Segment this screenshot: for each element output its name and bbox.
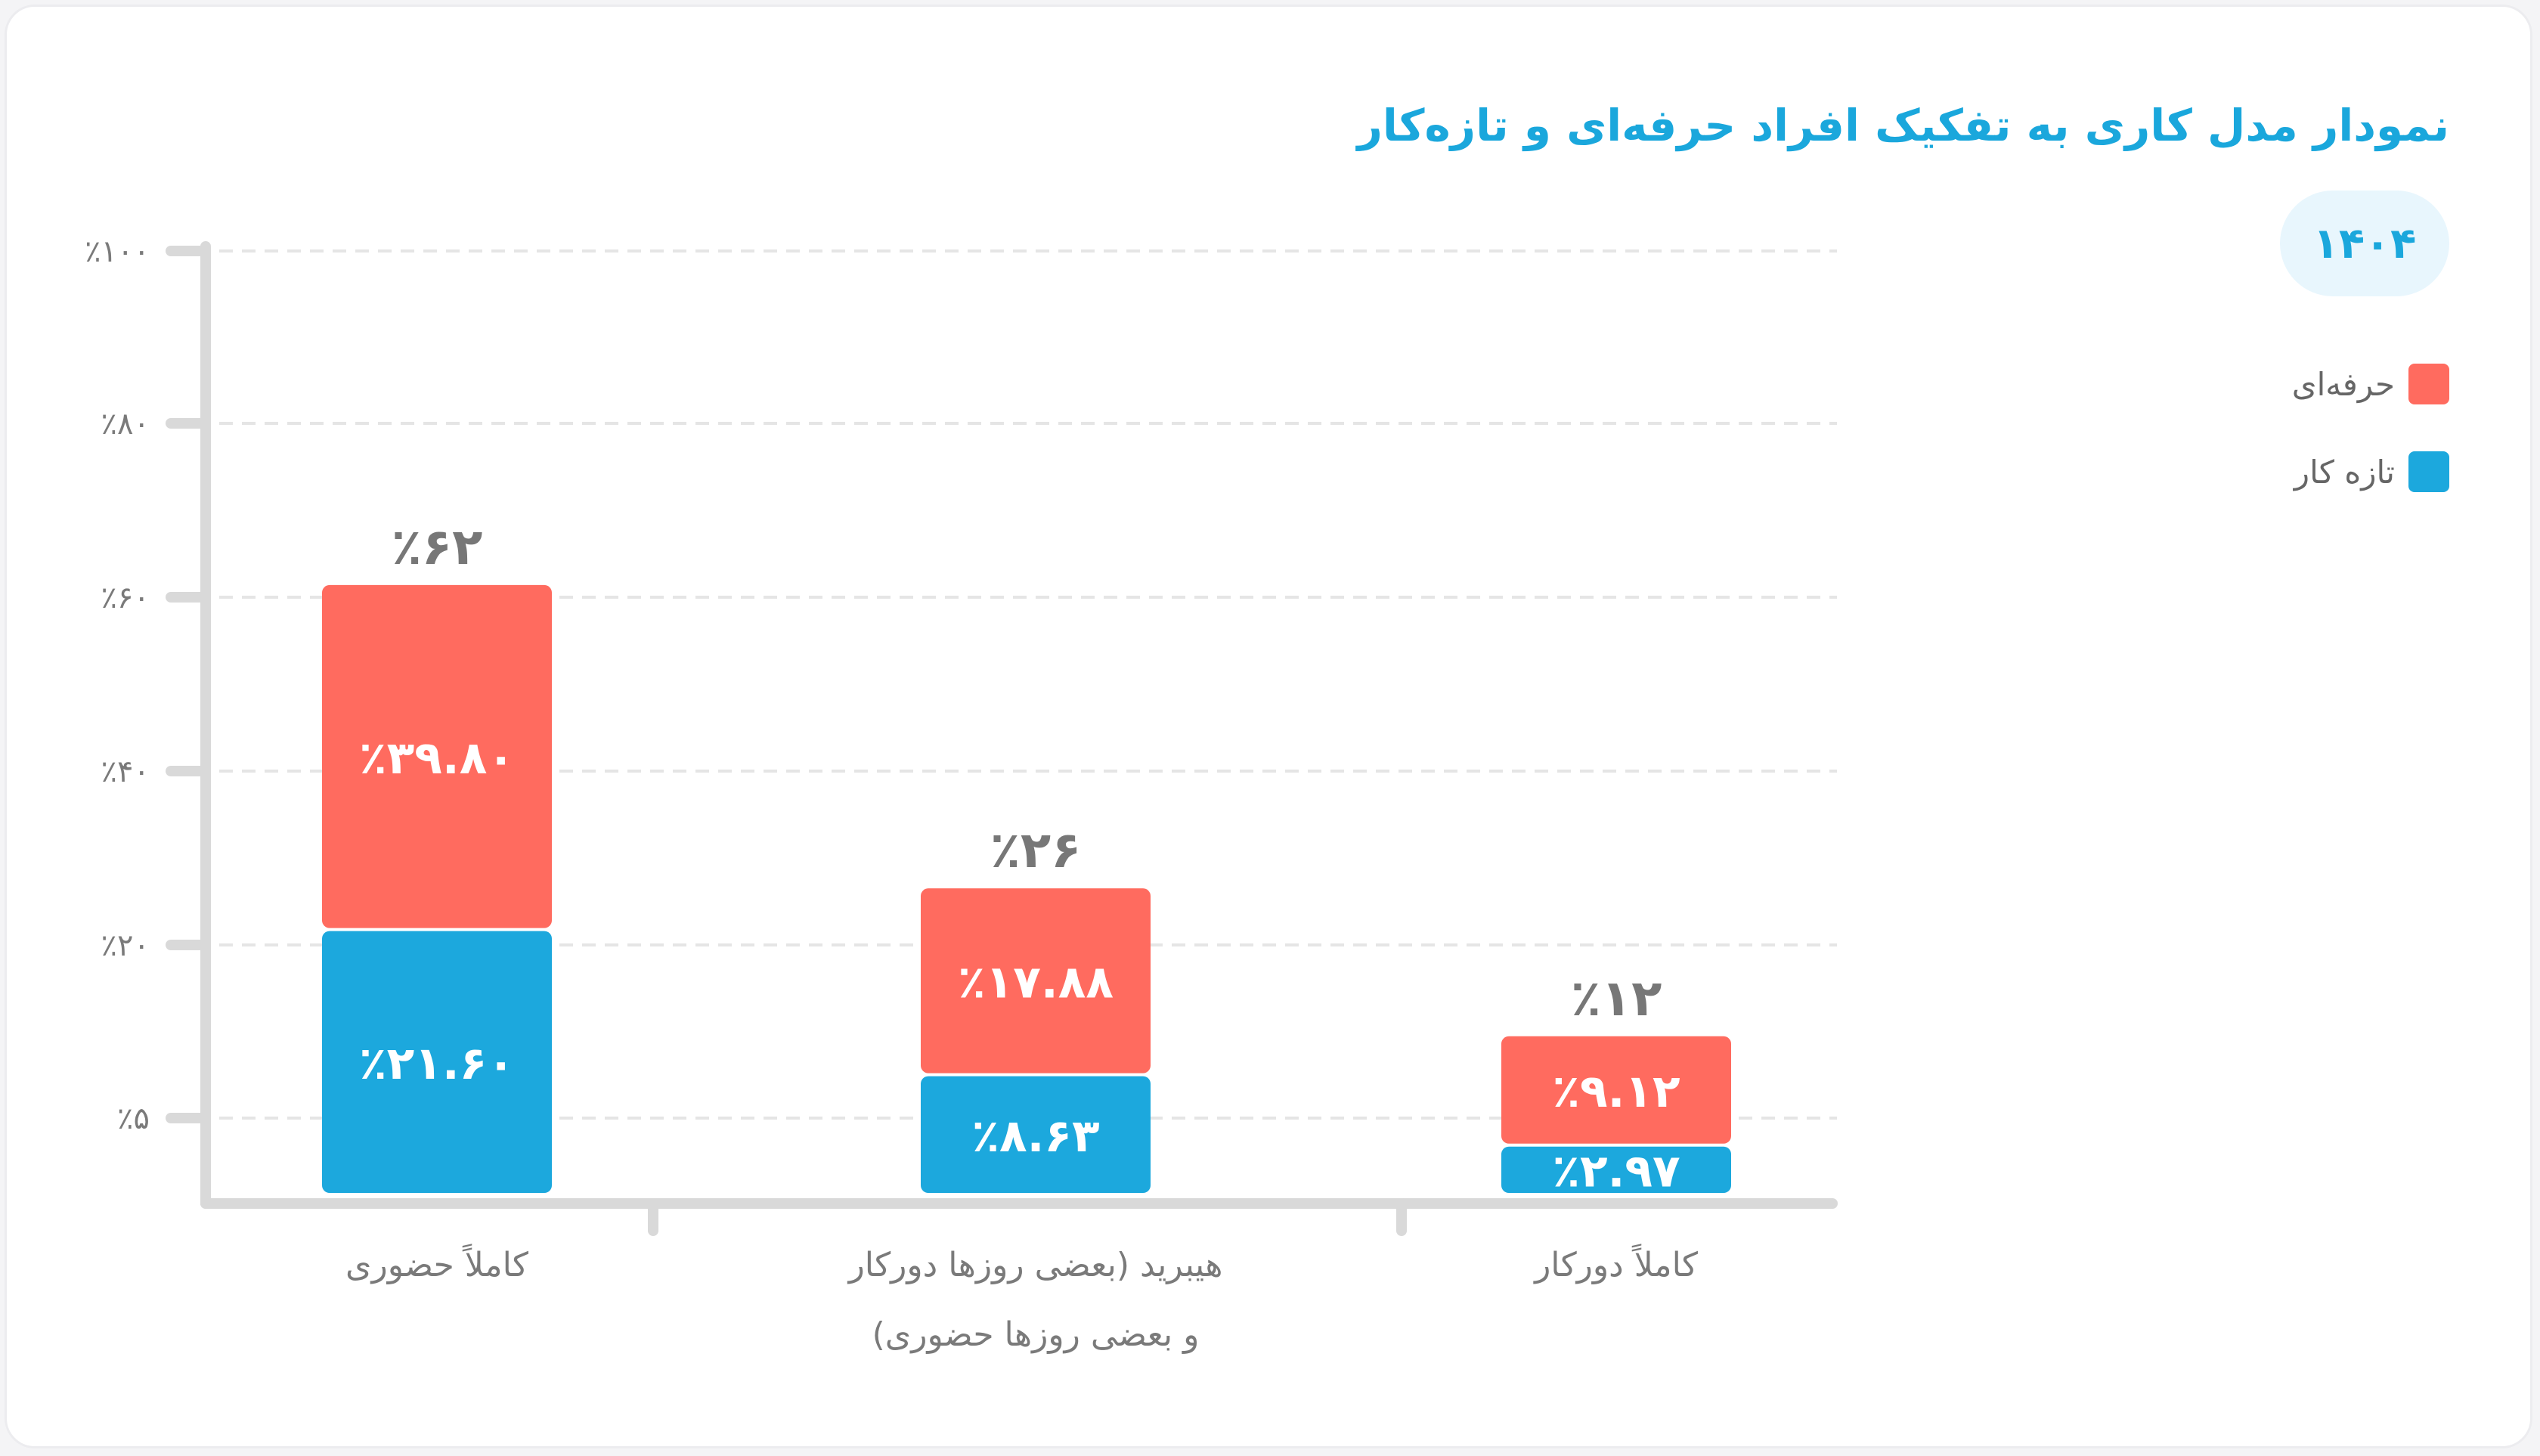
year-label: ۱۴۰۴ [2312, 218, 2417, 268]
bar-value-label: ٪۲۱.۶۰ [359, 1037, 515, 1090]
bar-value-label: ٪۹.۱۲ [1552, 1065, 1680, 1118]
x-category-label: و بعضی روزها حضوری) [872, 1315, 1200, 1354]
x-category-label: هیبرید (بعضی روزها دورکار [847, 1246, 1223, 1284]
bar-segment-newcomer [921, 1076, 1151, 1193]
bar-segment-newcomer [1501, 1146, 1731, 1193]
x-category-label: کاملاً دورکار [1533, 1244, 1698, 1284]
legend-label-professional: حرفه‌ای [2291, 365, 2395, 403]
bar-value-label: ٪۱۷.۸۸ [958, 956, 1114, 1008]
legend-swatch-newcomer [2408, 451, 2449, 492]
legend-label-newcomer: تازه کار [2294, 453, 2395, 491]
y-tick-label: ٪۶۰ [101, 581, 150, 615]
y-tick-label: ٪۲۰ [101, 928, 150, 963]
x-category-label: کاملاً حضوری [345, 1244, 528, 1284]
legend-item-professional: حرفه‌ای [2292, 361, 2449, 407]
bar-value-label: ٪۳۹.۸۰ [359, 732, 515, 785]
bar-value-label: ٪۲.۹۷ [1552, 1145, 1680, 1197]
y-tick-label: ٪۱۰۰ [85, 234, 150, 269]
bar-total-label: ٪۶۲ [392, 518, 483, 576]
bar-total-label: ٪۲۶ [990, 821, 1082, 879]
bar-segment-professional [322, 584, 552, 928]
legend-swatch-professional [2408, 364, 2449, 404]
legend: حرفه‌ای تازه کار [2292, 361, 2449, 537]
y-tick-label: ٪۸۰ [101, 407, 150, 441]
chart-title: نمودار مدل کاری به تفکیک افراد حرفه‌ای و… [1357, 100, 2449, 151]
bar-segment-newcomer [322, 931, 552, 1193]
y-tick-label: ٪۵ [117, 1101, 150, 1136]
legend-item-newcomer: تازه کار [2292, 449, 2449, 494]
y-tick-label: ٪۴۰ [101, 754, 150, 789]
year-badge: ۱۴۰۴ [2280, 191, 2449, 296]
bar-value-label: ٪۸.۶۳ [971, 1110, 1099, 1163]
bar-total-label: ٪۱۲ [1571, 969, 1662, 1027]
bar-segment-professional [1501, 1036, 1731, 1144]
bar-segment-professional [921, 888, 1151, 1073]
